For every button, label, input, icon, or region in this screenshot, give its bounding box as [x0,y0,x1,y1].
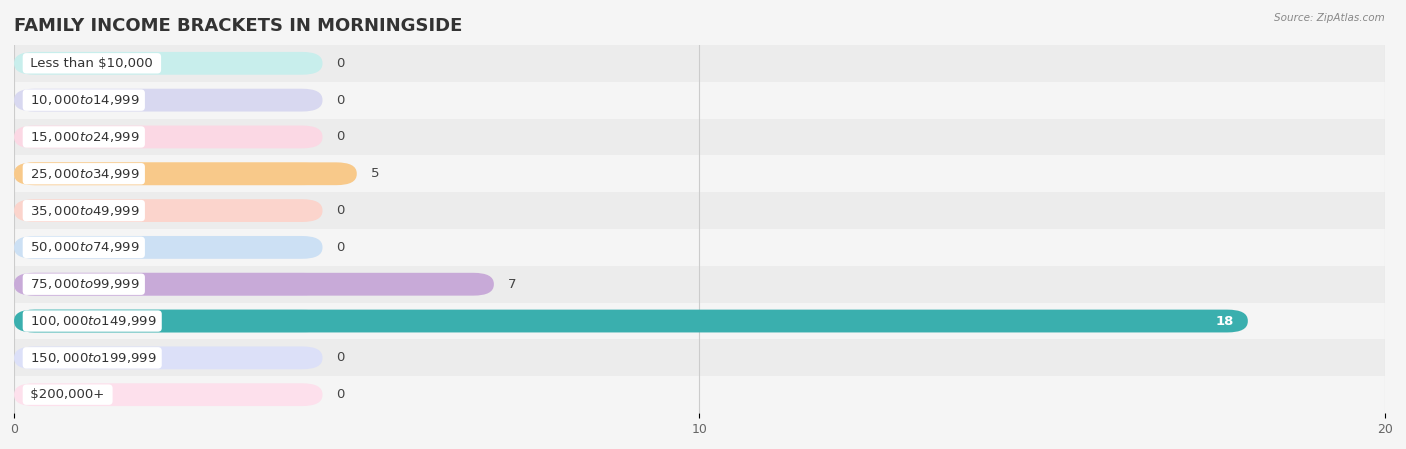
Bar [14,192,1385,229]
FancyBboxPatch shape [14,126,322,148]
Text: Source: ZipAtlas.com: Source: ZipAtlas.com [1274,13,1385,23]
FancyBboxPatch shape [14,236,322,259]
Bar [14,339,1385,376]
Text: $200,000+: $200,000+ [27,388,108,401]
Bar [14,303,1385,339]
FancyBboxPatch shape [14,273,494,295]
FancyBboxPatch shape [14,163,322,185]
FancyBboxPatch shape [14,383,322,406]
Text: 0: 0 [336,94,344,106]
Text: 0: 0 [336,57,344,70]
Text: Less than $10,000: Less than $10,000 [27,57,157,70]
Text: 5: 5 [371,167,380,180]
Bar [14,45,1385,82]
FancyBboxPatch shape [14,163,357,185]
FancyBboxPatch shape [14,199,322,222]
Bar [14,82,1385,119]
FancyBboxPatch shape [14,89,322,111]
Text: $75,000 to $99,999: $75,000 to $99,999 [27,277,141,291]
Text: $150,000 to $199,999: $150,000 to $199,999 [27,351,157,365]
Text: $100,000 to $149,999: $100,000 to $149,999 [27,314,157,328]
FancyBboxPatch shape [14,347,322,369]
FancyBboxPatch shape [14,310,1249,332]
Text: 7: 7 [508,278,516,291]
Text: 18: 18 [1216,315,1234,327]
Bar [14,266,1385,303]
Text: 0: 0 [336,352,344,364]
Text: FAMILY INCOME BRACKETS IN MORNINGSIDE: FAMILY INCOME BRACKETS IN MORNINGSIDE [14,17,463,35]
Text: $35,000 to $49,999: $35,000 to $49,999 [27,203,141,218]
FancyBboxPatch shape [14,52,322,75]
Bar [14,229,1385,266]
Text: $25,000 to $34,999: $25,000 to $34,999 [27,167,141,181]
FancyBboxPatch shape [14,273,322,295]
Text: $10,000 to $14,999: $10,000 to $14,999 [27,93,141,107]
FancyBboxPatch shape [14,310,322,332]
Text: 0: 0 [336,388,344,401]
Bar [14,119,1385,155]
Text: 0: 0 [336,204,344,217]
Text: 0: 0 [336,131,344,143]
Text: $15,000 to $24,999: $15,000 to $24,999 [27,130,141,144]
Bar [14,376,1385,413]
Bar [14,155,1385,192]
Text: $50,000 to $74,999: $50,000 to $74,999 [27,240,141,255]
Text: 0: 0 [336,241,344,254]
